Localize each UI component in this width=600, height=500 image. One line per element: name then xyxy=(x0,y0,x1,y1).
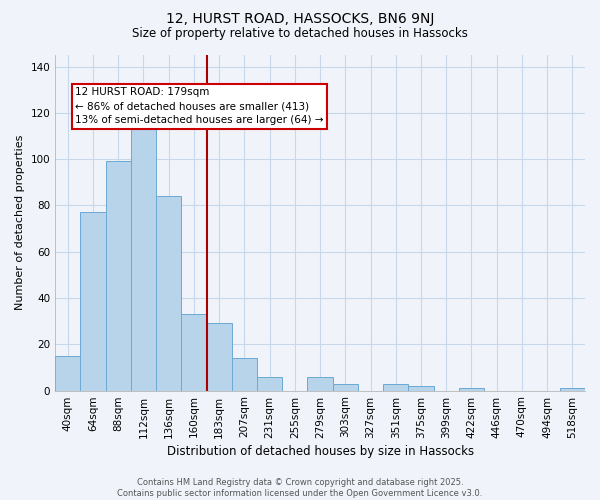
Text: Size of property relative to detached houses in Hassocks: Size of property relative to detached ho… xyxy=(132,28,468,40)
Bar xyxy=(307,376,332,390)
Text: Contains HM Land Registry data © Crown copyright and database right 2025.
Contai: Contains HM Land Registry data © Crown c… xyxy=(118,478,482,498)
Text: 12 HURST ROAD: 179sqm
← 86% of detached houses are smaller (413)
13% of semi-det: 12 HURST ROAD: 179sqm ← 86% of detached … xyxy=(76,88,324,126)
Bar xyxy=(257,376,282,390)
Bar xyxy=(409,386,434,390)
Bar xyxy=(131,129,156,390)
Bar xyxy=(156,196,181,390)
Bar xyxy=(181,314,206,390)
Bar xyxy=(560,388,585,390)
Bar xyxy=(332,384,358,390)
Bar xyxy=(232,358,257,390)
X-axis label: Distribution of detached houses by size in Hassocks: Distribution of detached houses by size … xyxy=(167,444,473,458)
Bar xyxy=(106,162,131,390)
Bar xyxy=(383,384,409,390)
Bar xyxy=(459,388,484,390)
Bar xyxy=(80,212,106,390)
Bar xyxy=(206,324,232,390)
Text: 12, HURST ROAD, HASSOCKS, BN6 9NJ: 12, HURST ROAD, HASSOCKS, BN6 9NJ xyxy=(166,12,434,26)
Y-axis label: Number of detached properties: Number of detached properties xyxy=(15,135,25,310)
Bar xyxy=(55,356,80,390)
